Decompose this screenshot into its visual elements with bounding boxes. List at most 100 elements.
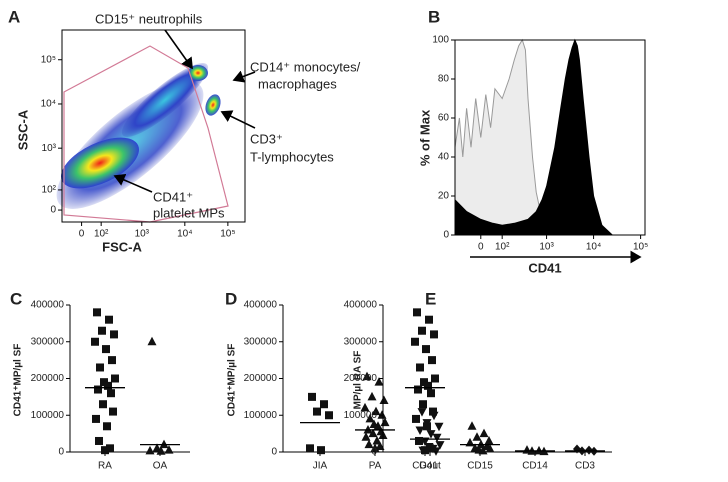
point xyxy=(110,330,118,339)
y-tick-label: 0 xyxy=(443,230,449,241)
x-tick-label: CD15 xyxy=(467,461,493,472)
point xyxy=(435,441,445,450)
x-axis-label: CD41 xyxy=(528,260,561,275)
point xyxy=(428,356,436,365)
point xyxy=(375,441,385,450)
y-tick-label: 100000 xyxy=(344,410,378,421)
y-tick-label: 60 xyxy=(438,113,450,124)
y-tick-label: 300000 xyxy=(244,336,278,347)
y-tick-label: 400000 xyxy=(31,300,65,311)
y-tick-label: 200000 xyxy=(31,373,65,384)
point xyxy=(365,413,375,423)
x-tick-label: 10² xyxy=(94,229,109,240)
x-tick-label: 10³ xyxy=(539,242,554,253)
point xyxy=(92,414,100,423)
point xyxy=(372,435,382,445)
y-tick-label: 200000 xyxy=(344,373,378,384)
point xyxy=(156,446,166,455)
point xyxy=(109,407,117,416)
point xyxy=(370,443,380,452)
point xyxy=(306,444,314,453)
point xyxy=(308,392,316,401)
point xyxy=(434,422,444,432)
point xyxy=(361,432,371,441)
arrows xyxy=(113,29,642,264)
annotation: T-lymphocytes xyxy=(250,149,334,164)
y-tick-label: 400000 xyxy=(344,300,378,311)
point xyxy=(317,446,325,455)
x-tick-label: 0 xyxy=(478,242,484,253)
point xyxy=(414,385,422,394)
plot-frame xyxy=(454,39,646,236)
point xyxy=(377,410,387,419)
y-tick-label: 400000 xyxy=(244,300,278,311)
x-tick-label: Gout xyxy=(419,461,441,472)
annotation: CD3⁺ xyxy=(250,131,283,146)
point xyxy=(421,446,429,455)
point xyxy=(585,445,593,455)
point xyxy=(380,417,390,427)
annotation: platelet MPs xyxy=(153,205,225,220)
point xyxy=(419,400,427,409)
histogram-area xyxy=(454,38,614,236)
point xyxy=(379,395,389,405)
panel-label: B xyxy=(428,7,440,26)
panel-label: D xyxy=(225,289,237,308)
y-tick-label: 0 xyxy=(371,447,377,458)
point xyxy=(431,374,439,383)
panel-label: A xyxy=(8,7,20,26)
y-tick-label: 20 xyxy=(438,191,450,202)
point xyxy=(363,424,373,434)
density-cloud xyxy=(56,45,229,223)
x-tick-label: PA xyxy=(369,461,382,472)
point xyxy=(102,345,110,354)
panel-label: C xyxy=(10,289,22,308)
point xyxy=(325,411,333,420)
x-tick-label: 10⁵ xyxy=(633,242,648,253)
point xyxy=(432,433,442,443)
point xyxy=(415,426,425,435)
y-tick-label: 0 xyxy=(271,447,277,458)
point xyxy=(423,422,431,431)
x-tick-label: 10⁵ xyxy=(220,229,235,240)
x-tick-label: CD14 xyxy=(522,461,548,472)
x-tick-label: 10³ xyxy=(135,229,150,240)
point xyxy=(147,336,157,346)
point xyxy=(485,444,495,453)
y-axis-label: % of Max xyxy=(417,109,432,166)
point xyxy=(145,445,155,455)
annotation: CD14⁺ monocytes/ xyxy=(250,59,361,74)
point xyxy=(95,436,103,445)
panel-label: E xyxy=(425,289,436,308)
y-tick-label: 10⁴ xyxy=(41,99,56,110)
point xyxy=(418,326,426,335)
point xyxy=(91,337,99,346)
point xyxy=(106,444,114,453)
point xyxy=(368,428,378,438)
point xyxy=(371,406,381,416)
y-tick-label: 300000 xyxy=(31,336,65,347)
point xyxy=(478,445,488,455)
point xyxy=(164,445,174,454)
point xyxy=(360,402,370,412)
point xyxy=(93,308,101,317)
y-tick-label: 100000 xyxy=(31,410,65,421)
point xyxy=(374,377,384,386)
y-tick-label: 0 xyxy=(58,447,64,458)
x-tick-label: RA xyxy=(98,461,112,472)
y-tick-label: 100000 xyxy=(244,410,278,421)
x-tick-label: 10² xyxy=(495,242,510,253)
y-axis-label: CD41⁺MP/µl SF xyxy=(227,344,238,417)
point xyxy=(373,421,383,430)
y-axis-label: SSC-A xyxy=(15,109,30,150)
y-tick-label: 40 xyxy=(438,152,450,163)
x-tick-label: 10⁴ xyxy=(586,242,601,253)
point xyxy=(467,421,477,430)
point xyxy=(108,356,116,365)
point xyxy=(426,444,434,453)
point xyxy=(429,407,437,416)
point xyxy=(416,363,424,372)
y-tick-label: 80 xyxy=(438,74,450,85)
point xyxy=(425,315,433,324)
